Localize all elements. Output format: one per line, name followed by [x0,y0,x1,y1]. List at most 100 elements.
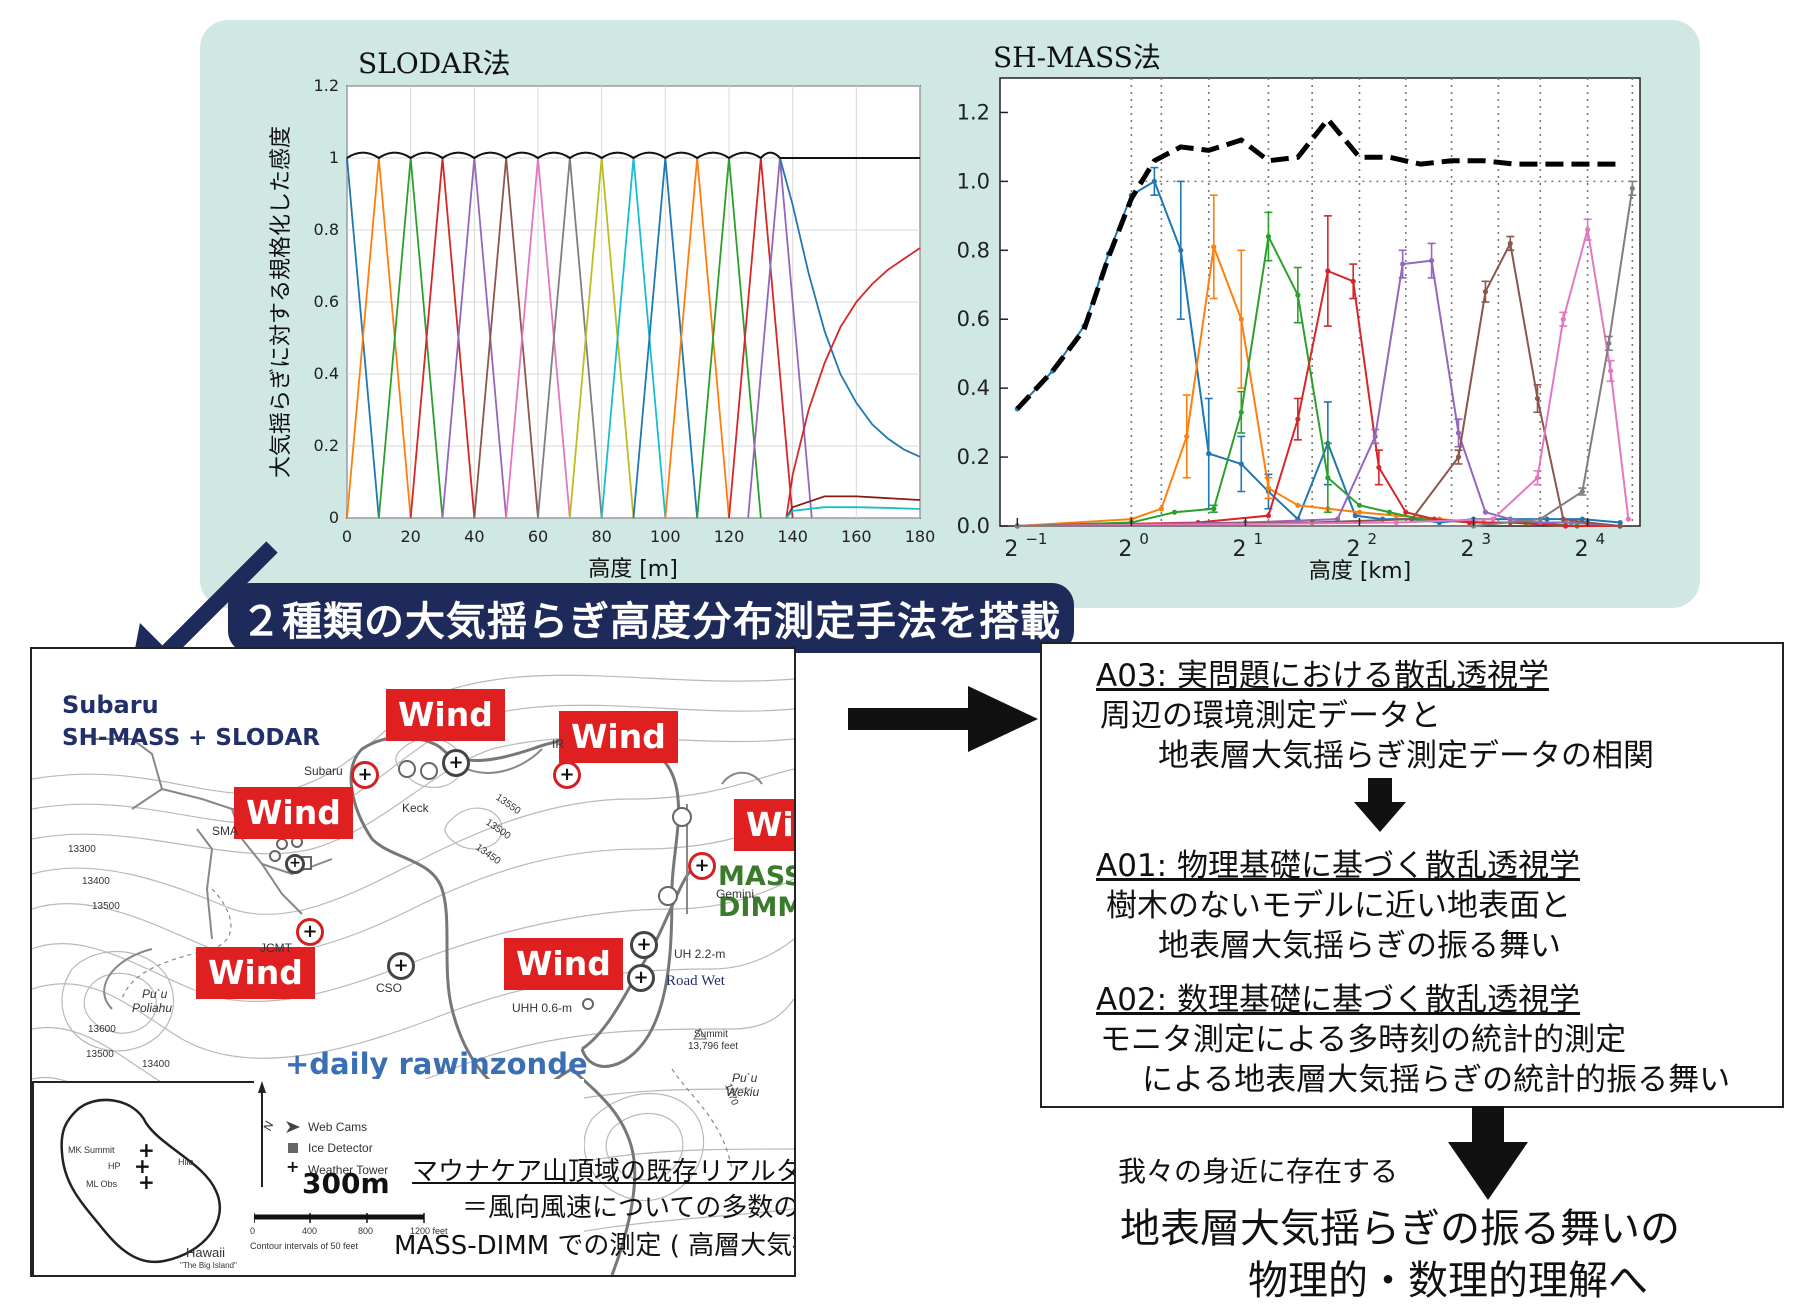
weather-tower-icon: + [285,854,305,874]
shmass-data-point [1238,461,1244,467]
shmass-data-point [1507,516,1513,522]
shmass-data-point [1544,516,1550,522]
map-label-ir: IR [552,737,564,751]
shmass-data-point [1534,475,1541,481]
legend-ice-detector: Ice Detector [308,1141,373,1155]
a01-line-2: 地表層大気揺らぎの振る舞い [1158,928,1561,964]
shmass-y-tick-label: 0.2 [957,445,990,469]
conclusion-small: 我々の身近に存在する [1118,1155,1399,1188]
weather-tower-icon: + [688,852,716,880]
wind-label: Wind [234,787,353,839]
slodar-x-tick-label: 160 [841,527,872,546]
map-label-summit-elev: 13,796 feet [688,1041,739,1052]
map-label-wekiu-2: Wekiu [726,1085,760,1099]
contour-label: 13400 [142,1059,170,1070]
shmass-data-point [1265,485,1272,491]
caption-line-3: MASS-DIMM での測定 ( 高層大気揺らぎ較正 ) [394,1231,794,1261]
shmass-series-line [1017,259,1621,527]
weather-tower-icon: + [387,952,415,980]
slodar-x-tick-label: 80 [591,527,611,546]
shmass-x-tick-exponent: −1 [1025,530,1047,548]
weather-tower-icon: + [351,761,379,789]
map-label-gemini: Gemini [716,887,755,901]
shmass-data-point [1334,516,1341,522]
shmass-data-point [1482,509,1489,515]
map-label-cso: CSO [376,981,403,995]
slodar-y-tick-label: 0.8 [314,220,339,239]
summit-map: + + + + + + + + + Wind Wind Wind Wind Wi… [30,647,796,1277]
map-label-jcmt: JCMT [260,941,292,955]
shmass-xlabel: 高度 [km] [1309,559,1411,584]
slodar-x-tick-label: 0 [342,527,352,546]
shmass-data-point [1158,506,1164,512]
wind-label: Wind [386,689,505,741]
shmass-x-tick-exponent: 1 [1253,530,1263,548]
shmass-y-ticks: 0.0 0.2 0.4 0.6 0.8 1.0 1.2 [957,100,1008,538]
banner: ２種類の大気揺らぎ高度分布測定手法を搭載 [228,583,1074,653]
shmass-series-line [1017,229,1630,527]
shmass-data-point [1171,509,1178,515]
inset-big-island: "The Big Island" [180,1261,237,1270]
shmass-data-point [1350,278,1356,284]
shmass-data-point [1629,185,1635,191]
slodar-x-tick-label: 60 [528,527,548,546]
shmass-data-point [1184,433,1190,439]
slodar-chart: 0 20 40 60 80 100 120 140 160 180 0 0.2 0.4 0.6 0.8 1 1… [269,76,935,582]
shmass-data-point [1238,316,1244,322]
shmass-x-tick-label: 2 [1118,537,1132,562]
shmass-grid [1130,78,1640,526]
shmass-series-line [1017,240,1621,527]
shmass-data-point [1560,516,1566,522]
shmass-data-point [1490,516,1496,522]
slodar-envelope-line [346,151,920,160]
shmass-y-tick-label: 1.2 [957,100,990,124]
shmass-chart: 2 −1 2 0 2 1 2 2 2 3 2 4 0.00.20.40.60.81.01.2 高度 [… [957,77,1641,584]
shmass-series [1014,115,1637,529]
shmass-data-point [1617,523,1623,529]
slodar-y-tick-label: 0.2 [314,436,339,455]
a01-line-1: 樹木のないモデルに近い地表面と [1106,888,1571,924]
slodar-y-ticks: 0 0.2 0.4 0.6 0.8 1 1.2 [314,76,339,527]
inset-ml-obs: ML Obs [86,1179,118,1189]
slodar-x-tick-label: 120 [714,527,745,546]
map-label-keck: Keck [402,801,429,815]
wind-label: Wind [504,938,623,990]
shmass-data-point [1585,227,1591,233]
weather-tower-icon: + [442,749,470,777]
shmass-y-tick-label: 0.0 [957,514,990,538]
slodar-x-tick-label: 140 [777,527,808,546]
shmass-data-point [1206,451,1212,457]
map-to-box-arrow [848,686,1038,752]
shmass-data-point [1455,454,1462,460]
shmass-title: SH-MASS法 [993,41,1161,74]
svg-text:+: + [138,1138,155,1162]
a02-title: A02: 数理基礎に基づく散乱透視学 [1096,982,1580,1018]
shmass-data-point [1178,247,1184,253]
a01-title: A01: 物理基礎に基づく散乱透視学 [1096,848,1580,884]
weather-tower-icon: + [627,964,655,992]
shmass-data-point [1579,488,1585,495]
shmass-data-point [1455,430,1462,436]
conclusion-line-1: 地表層大気揺らぎの振る舞いの [1120,1206,1680,1252]
conclusion-line-2: 物理的・数理的理解へ [1248,1258,1648,1304]
inset-mk-summit: MK Summit [68,1145,115,1155]
shmass-x-tick-exponent: 2 [1367,530,1377,548]
caption-line-1: マウナケア山頂域の既存リアルタイム測定 [412,1157,794,1187]
shmass-data-point [1295,502,1301,508]
scale-tick: 400 [302,1226,318,1236]
slodar-x-ticks: 0 20 40 60 80 100 120 140 160 180 [342,527,935,546]
shmass-envelope-line [1015,115,1621,411]
slodar-ylabel: 大気揺らぎに対する規格化した感度 [269,126,294,478]
hawaii-inset: + + + MK Summit HP ML Obs Hilo Hawaii "T… [32,1081,256,1275]
a03-line-2: 地表層大気揺らぎ測定データの相関 [1158,738,1654,774]
shmass-x-tick-label: 2 [1232,537,1246,562]
contour-label: 13300 [68,844,96,855]
slodar-y-tick-label: 0.6 [314,292,339,311]
shmass-data-point [1625,516,1631,522]
legend-web-cams: Web Cams [308,1120,368,1134]
shmass-x-tick-exponent: 3 [1482,530,1492,548]
shmass-data-point [1482,289,1489,295]
slodar-series [346,151,921,519]
shmass-data-point [1295,416,1301,422]
wind-label: Wind [196,947,315,999]
